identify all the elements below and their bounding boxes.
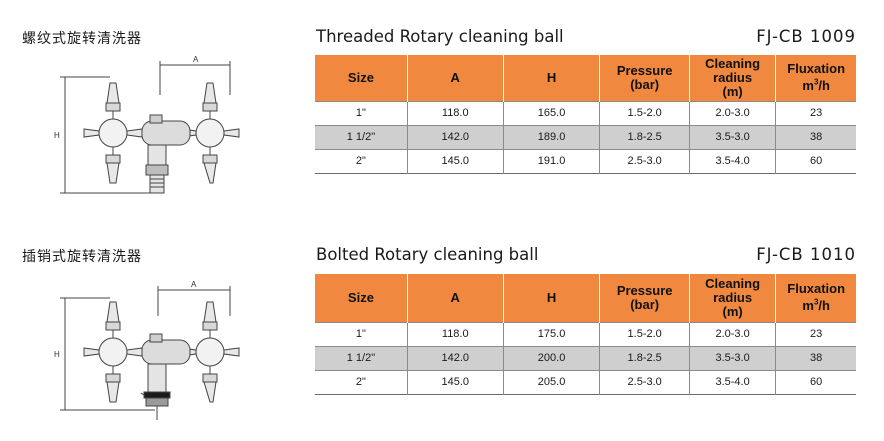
cell-flux: 60 [775, 369, 856, 394]
header-flux-unit: m3/h [802, 78, 830, 94]
cell-h: 165.0 [502, 100, 600, 125]
header-h: H [502, 274, 601, 322]
cell-radius: 3.5-3.0 [688, 124, 776, 149]
cell-pressure: 1.5-2.0 [599, 321, 690, 346]
cell-radius: 2.0-3.0 [688, 100, 776, 125]
cell-flux: 23 [775, 321, 856, 346]
header-pressure-label: Pressure [616, 282, 673, 298]
header-flux-unit: m3/h [802, 298, 830, 314]
header-flux-label: Fluxation [787, 281, 846, 297]
table-row: 1 1/2" 142.0 189.0 1.8-2.5 3.5-3.0 38 [315, 124, 856, 149]
header-radius-line1: Cleaning [705, 55, 761, 71]
product-code: FJ-CB 1010 [756, 245, 856, 264]
header-h: H [502, 55, 601, 101]
header-a: A [406, 274, 504, 322]
cell-size: 2" [315, 148, 408, 173]
header-size: Size [315, 55, 408, 101]
cell-size: 1 1/2" [315, 345, 408, 370]
cell-pressure: 2.5-3.0 [599, 148, 690, 173]
dim-h-label: H [54, 350, 60, 359]
section-title-en: Threaded Rotary cleaning ball [316, 27, 564, 46]
cell-h: 200.0 [502, 345, 600, 370]
header-radius-line2: radius [713, 289, 753, 305]
cell-h: 191.0 [502, 148, 600, 173]
cell-h: 175.0 [502, 321, 600, 346]
header-a: A [406, 55, 504, 101]
header-radius-unit: (m) [722, 83, 743, 99]
section-title-en: Bolted Rotary cleaning ball [316, 245, 539, 264]
cell-size: 1" [315, 321, 408, 346]
header-flux-label: Fluxation [787, 61, 846, 77]
header-size: Size [315, 274, 408, 322]
table-header-row: Size A H Pressure (bar) Cleaning radius … [315, 274, 856, 322]
cell-pressure: 2.5-3.0 [599, 369, 690, 394]
cell-size: 1 1/2" [315, 124, 408, 149]
cell-size: 2" [315, 369, 408, 394]
cell-a: 142.0 [406, 345, 504, 370]
dim-h-label: H [54, 131, 60, 140]
product-code: FJ-CB 1009 [756, 27, 856, 46]
spec-table: Size A H Pressure (bar) Cleaning radius … [315, 274, 856, 395]
cell-radius: 2.0-3.0 [688, 321, 776, 346]
dim-a-label: A [193, 55, 199, 64]
header-radius-unit: (m) [722, 303, 743, 319]
cell-size: 1" [315, 100, 408, 125]
section-title-cn: 螺纹式旋转清洗器 [22, 31, 142, 47]
header-pressure-label: Pressure [616, 62, 673, 78]
header-fluxation: Fluxation m3/h [775, 274, 856, 322]
table-header-row: Size A H Pressure (bar) Cleaning radius … [315, 55, 856, 101]
cell-flux: 23 [775, 100, 856, 125]
table-row: 2" 145.0 205.0 2.5-3.0 3.5-4.0 60 [315, 369, 856, 394]
cell-a: 118.0 [406, 321, 504, 346]
cell-h: 205.0 [502, 369, 600, 394]
table-row: 2" 145.0 191.0 2.5-3.0 3.5-4.0 60 [315, 148, 856, 173]
spec-table: Size A H Pressure (bar) Cleaning radius … [315, 55, 856, 174]
cell-h: 189.0 [502, 124, 600, 149]
header-radius-line2: radius [713, 69, 753, 85]
cell-a: 142.0 [406, 124, 504, 149]
cell-a: 118.0 [406, 100, 504, 125]
header-fluxation: Fluxation m3/h [775, 55, 856, 101]
threaded-cleaning-ball-drawing: A H [54, 55, 240, 194]
cell-a: 145.0 [406, 369, 504, 394]
cell-pressure: 1.8-2.5 [599, 345, 690, 370]
header-pressure: Pressure (bar) [599, 274, 690, 322]
cell-pressure: 1.5-2.0 [599, 100, 690, 125]
cell-radius: 3.5-4.0 [688, 369, 776, 394]
cell-flux: 60 [775, 148, 856, 173]
header-radius-line1: Cleaning [705, 275, 761, 291]
header-pressure: Pressure (bar) [599, 55, 690, 101]
header-pressure-unit: (bar) [630, 296, 660, 312]
cell-radius: 3.5-3.0 [688, 345, 776, 370]
cell-pressure: 1.8-2.5 [599, 124, 690, 149]
table-row: 1 1/2" 142.0 200.0 1.8-2.5 3.5-3.0 38 [315, 345, 856, 370]
header-pressure-unit: (bar) [630, 76, 660, 92]
section-title-cn: 插销式旋转清洗器 [22, 249, 142, 265]
table-row: 1" 118.0 175.0 1.5-2.0 2.0-3.0 23 [315, 321, 856, 346]
cell-a: 145.0 [406, 148, 504, 173]
header-cleaning-radius: Cleaning radius (m) [688, 55, 777, 101]
dim-a-label: A [191, 280, 197, 289]
cell-flux: 38 [775, 124, 856, 149]
table-row: 1" 118.0 165.0 1.5-2.0 2.0-3.0 23 [315, 100, 856, 125]
bolted-cleaning-ball-drawing: A H [54, 280, 240, 420]
cell-radius: 3.5-4.0 [688, 148, 776, 173]
header-cleaning-radius: Cleaning radius (m) [688, 274, 777, 322]
cell-flux: 38 [775, 345, 856, 370]
